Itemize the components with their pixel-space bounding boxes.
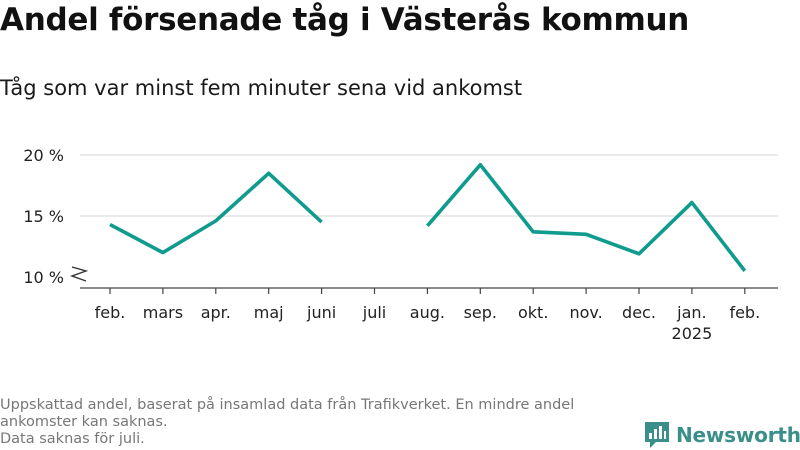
- y-tick-label: 15 %: [23, 207, 64, 226]
- chart-title: Andel försenade tåg i Västerås kommun: [0, 2, 690, 38]
- y-tick-label: 20 %: [23, 146, 64, 165]
- brand-name: Newsworthy: [676, 423, 800, 447]
- y-axis: 10 % 15 % 20 %: [23, 146, 64, 287]
- x-tick-label: dec.: [622, 303, 656, 322]
- x-tick-label: jan.: [676, 303, 706, 322]
- x-tick-label: aug.: [410, 303, 445, 322]
- footnote-source: Uppskattad andel, baserat på insamlad da…: [0, 397, 575, 430]
- x-axis: feb. mars apr. maj juni juli aug. sep. okt. nov. d…: [69, 266, 778, 343]
- newsworthy-logo-icon: [645, 422, 669, 448]
- line-chart: 10 % 15 % 20 % feb. mars apr. maj juni juli aug.…: [23, 146, 778, 343]
- series-line-segment: [109, 171, 323, 255]
- footnote: Uppskattad andel, baserat på insamlad da…: [0, 397, 640, 448]
- x-tick-label: juli: [362, 303, 386, 322]
- x-tick-label: juni: [306, 303, 336, 322]
- x-tick-label: nov.: [569, 303, 602, 322]
- x-tick-label: apr.: [201, 303, 231, 322]
- x-tick-sublabel: 2025: [672, 324, 713, 343]
- series-line-segment: [426, 162, 747, 273]
- y-tick-label: 10 %: [23, 268, 64, 287]
- gridlines: [80, 154, 778, 217]
- x-tick-label: feb.: [95, 303, 126, 322]
- x-tick-label: feb.: [729, 303, 760, 322]
- x-tick-label: maj: [254, 303, 284, 322]
- series-lines: [109, 162, 747, 273]
- x-tick-label: okt.: [518, 303, 548, 322]
- x-tick-label: sep.: [464, 303, 497, 322]
- brand-logo[interactable]: Newsworthy: [644, 421, 800, 449]
- axis-break-icon: [69, 266, 89, 282]
- footnote-missing-data: Data saknas för juli.: [0, 431, 145, 447]
- x-tick-label: mars: [143, 303, 183, 322]
- chart-subtitle: Tåg som var minst fem minuter sena vid a…: [0, 76, 523, 100]
